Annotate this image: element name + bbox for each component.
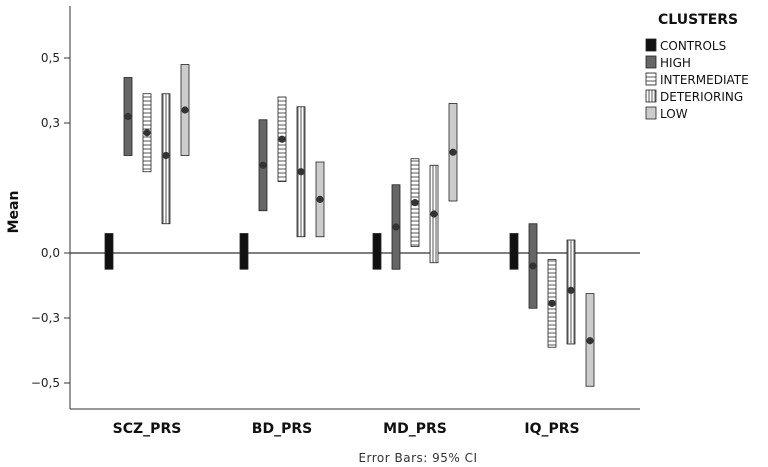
error-bar-high <box>391 184 401 270</box>
mean-point <box>143 129 151 137</box>
mean-point <box>162 151 170 160</box>
error-bar-intermediate <box>142 93 152 173</box>
plot-frame <box>69 6 640 410</box>
y-tick-label: 0,5 <box>41 51 60 65</box>
legend-label: CONTROLS <box>660 39 726 53</box>
x-category-label: BD_PRS <box>252 421 312 437</box>
legend-swatch-intermediate <box>645 72 657 86</box>
mean-point <box>548 299 556 307</box>
error-bar-low <box>315 161 325 238</box>
legend-swatch-deterioring <box>645 89 657 103</box>
legend-swatch-low <box>645 106 657 120</box>
mean-point <box>297 168 305 176</box>
error-bar-low <box>448 103 458 202</box>
error-bar-controls <box>104 233 114 270</box>
mean-point <box>529 262 537 270</box>
legend-label: INTERMEDIATE <box>660 73 749 87</box>
category-labels: SCZ_PRS BD_PRS MD_PRS IQ_PRS <box>113 421 580 437</box>
mean-point <box>240 249 248 257</box>
error-bar-intermediate <box>547 259 557 348</box>
mean-point <box>430 210 438 218</box>
legend-label: HIGH <box>660 56 691 70</box>
error-bars-note: Error Bars: 95% CI <box>358 451 477 465</box>
error-bar-low <box>180 64 190 156</box>
error-bar-deterioring <box>296 106 306 238</box>
mean-point <box>278 135 286 143</box>
mean-point <box>411 199 419 207</box>
y-tick-label: 0,3 <box>41 116 60 130</box>
error-bar-high <box>258 119 268 212</box>
mean-point <box>567 286 575 294</box>
mean-point <box>316 195 324 203</box>
mean-point <box>392 223 400 231</box>
legend-label: DETERIORING <box>660 90 743 104</box>
mean-point <box>105 249 113 257</box>
y-axis-title: Mean <box>6 191 22 234</box>
error-bar-controls <box>509 233 519 270</box>
mean-point <box>181 106 189 114</box>
y-tick-label: −0,5 <box>31 376 60 390</box>
mean-point <box>124 112 132 121</box>
error-bar-intermediate <box>410 158 420 247</box>
error-bar-deterioring <box>566 239 576 345</box>
error-bar-controls <box>372 233 382 270</box>
x-category-label: IQ_PRS <box>524 421 579 437</box>
legend-title: CLUSTERS <box>658 12 738 28</box>
y-tick-label: −0,3 <box>31 311 60 325</box>
error-bar-controls <box>239 233 249 270</box>
y-tick-label: 0,0 <box>41 246 60 260</box>
mean-point <box>586 337 594 345</box>
error-bar-high <box>123 77 133 156</box>
error-bar-deterioring <box>161 93 171 225</box>
error-bar-high <box>528 223 538 309</box>
legend-label: LOW <box>660 107 688 121</box>
legend-swatch-controls <box>645 38 657 52</box>
x-category-label: SCZ_PRS <box>113 421 182 437</box>
legend-swatch-high <box>645 55 657 69</box>
y-axis-ticks: 0,80,50,30,0−0,3−0,5 <box>31 51 70 390</box>
mean-point <box>449 148 457 156</box>
error-bar-intermediate <box>277 96 287 182</box>
x-category-label: MD_PRS <box>383 421 447 437</box>
mean-point <box>373 249 381 257</box>
error-bars <box>104 64 595 387</box>
mean-point <box>510 249 518 257</box>
mean-point <box>259 161 267 169</box>
error-bar-deterioring <box>429 164 439 264</box>
legend: CLUSTERS CONTROLS HIGH INTERMEDIATE DETERIO… <box>645 12 749 121</box>
error-bar-low <box>585 293 595 387</box>
